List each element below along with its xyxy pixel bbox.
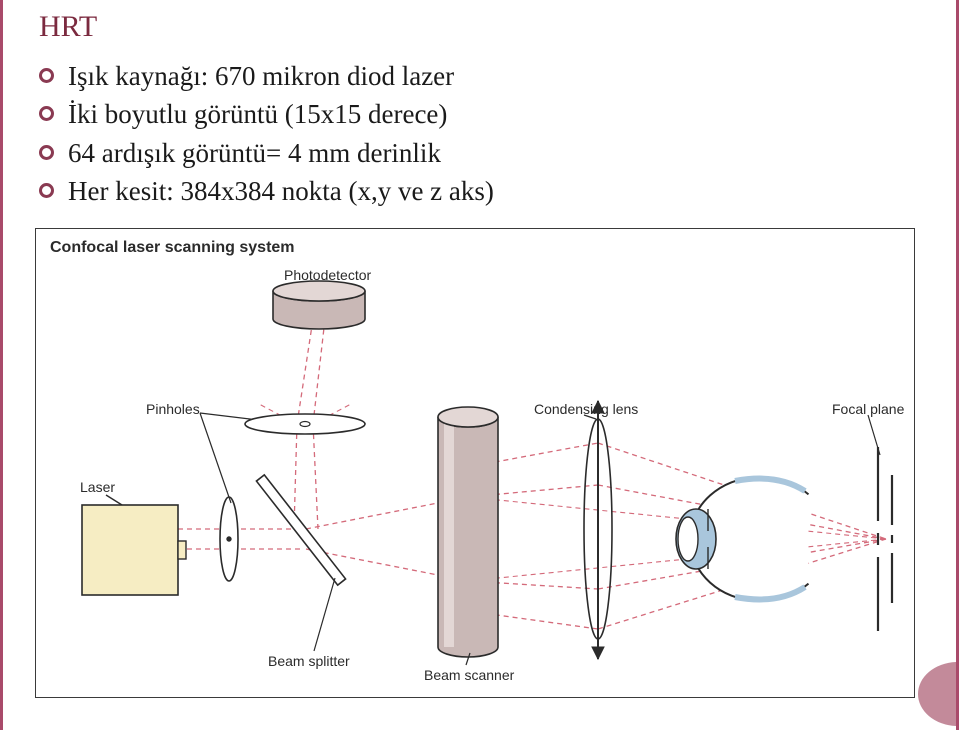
bullet-text: 64 ardışık görüntü= 4 mm derinlik: [68, 135, 441, 171]
bullet-text: Her kesit: 384x384 nokta (x,y ve z aks): [68, 173, 494, 209]
diagram-title: Confocal laser scanning system: [50, 239, 295, 257]
bullet-ring-icon: [39, 183, 54, 198]
bullet-text: Işık kaynağı: 670 mikron diod lazer: [68, 58, 454, 94]
list-item: Her kesit: 384x384 nokta (x,y ve z aks): [39, 173, 924, 209]
slide: HRT Işık kaynağı: 670 mikron diod lazer …: [0, 0, 959, 730]
page-title: HRT: [39, 10, 924, 44]
label-laser: Laser: [80, 479, 115, 495]
label-focal-plane: Focal plane: [832, 401, 904, 417]
bullet-text: İki boyutlu görüntü (15x15 derece): [68, 96, 447, 132]
label-beam-splitter: Beam splitter: [268, 653, 350, 669]
bullet-ring-icon: [39, 106, 54, 121]
label-photodetector: Photodetector: [284, 267, 371, 283]
bullet-ring-icon: [39, 68, 54, 83]
bullet-list: Işık kaynağı: 670 mikron diod lazer İki …: [39, 58, 924, 210]
list-item: İki boyutlu görüntü (15x15 derece): [39, 96, 924, 132]
diagram-container: Confocal laser scanning system Photodete…: [35, 228, 915, 698]
label-beam-scanner: Beam scanner: [424, 667, 514, 683]
label-condensing-lens: Condensing lens: [534, 401, 638, 417]
bullet-ring-icon: [39, 145, 54, 160]
corner-decoration-icon: [916, 662, 956, 726]
list-item: Işık kaynağı: 670 mikron diod lazer: [39, 58, 924, 94]
list-item: 64 ardışık görüntü= 4 mm derinlik: [39, 135, 924, 171]
label-pinholes: Pinholes: [146, 401, 200, 417]
confocal-diagram: [36, 229, 916, 699]
